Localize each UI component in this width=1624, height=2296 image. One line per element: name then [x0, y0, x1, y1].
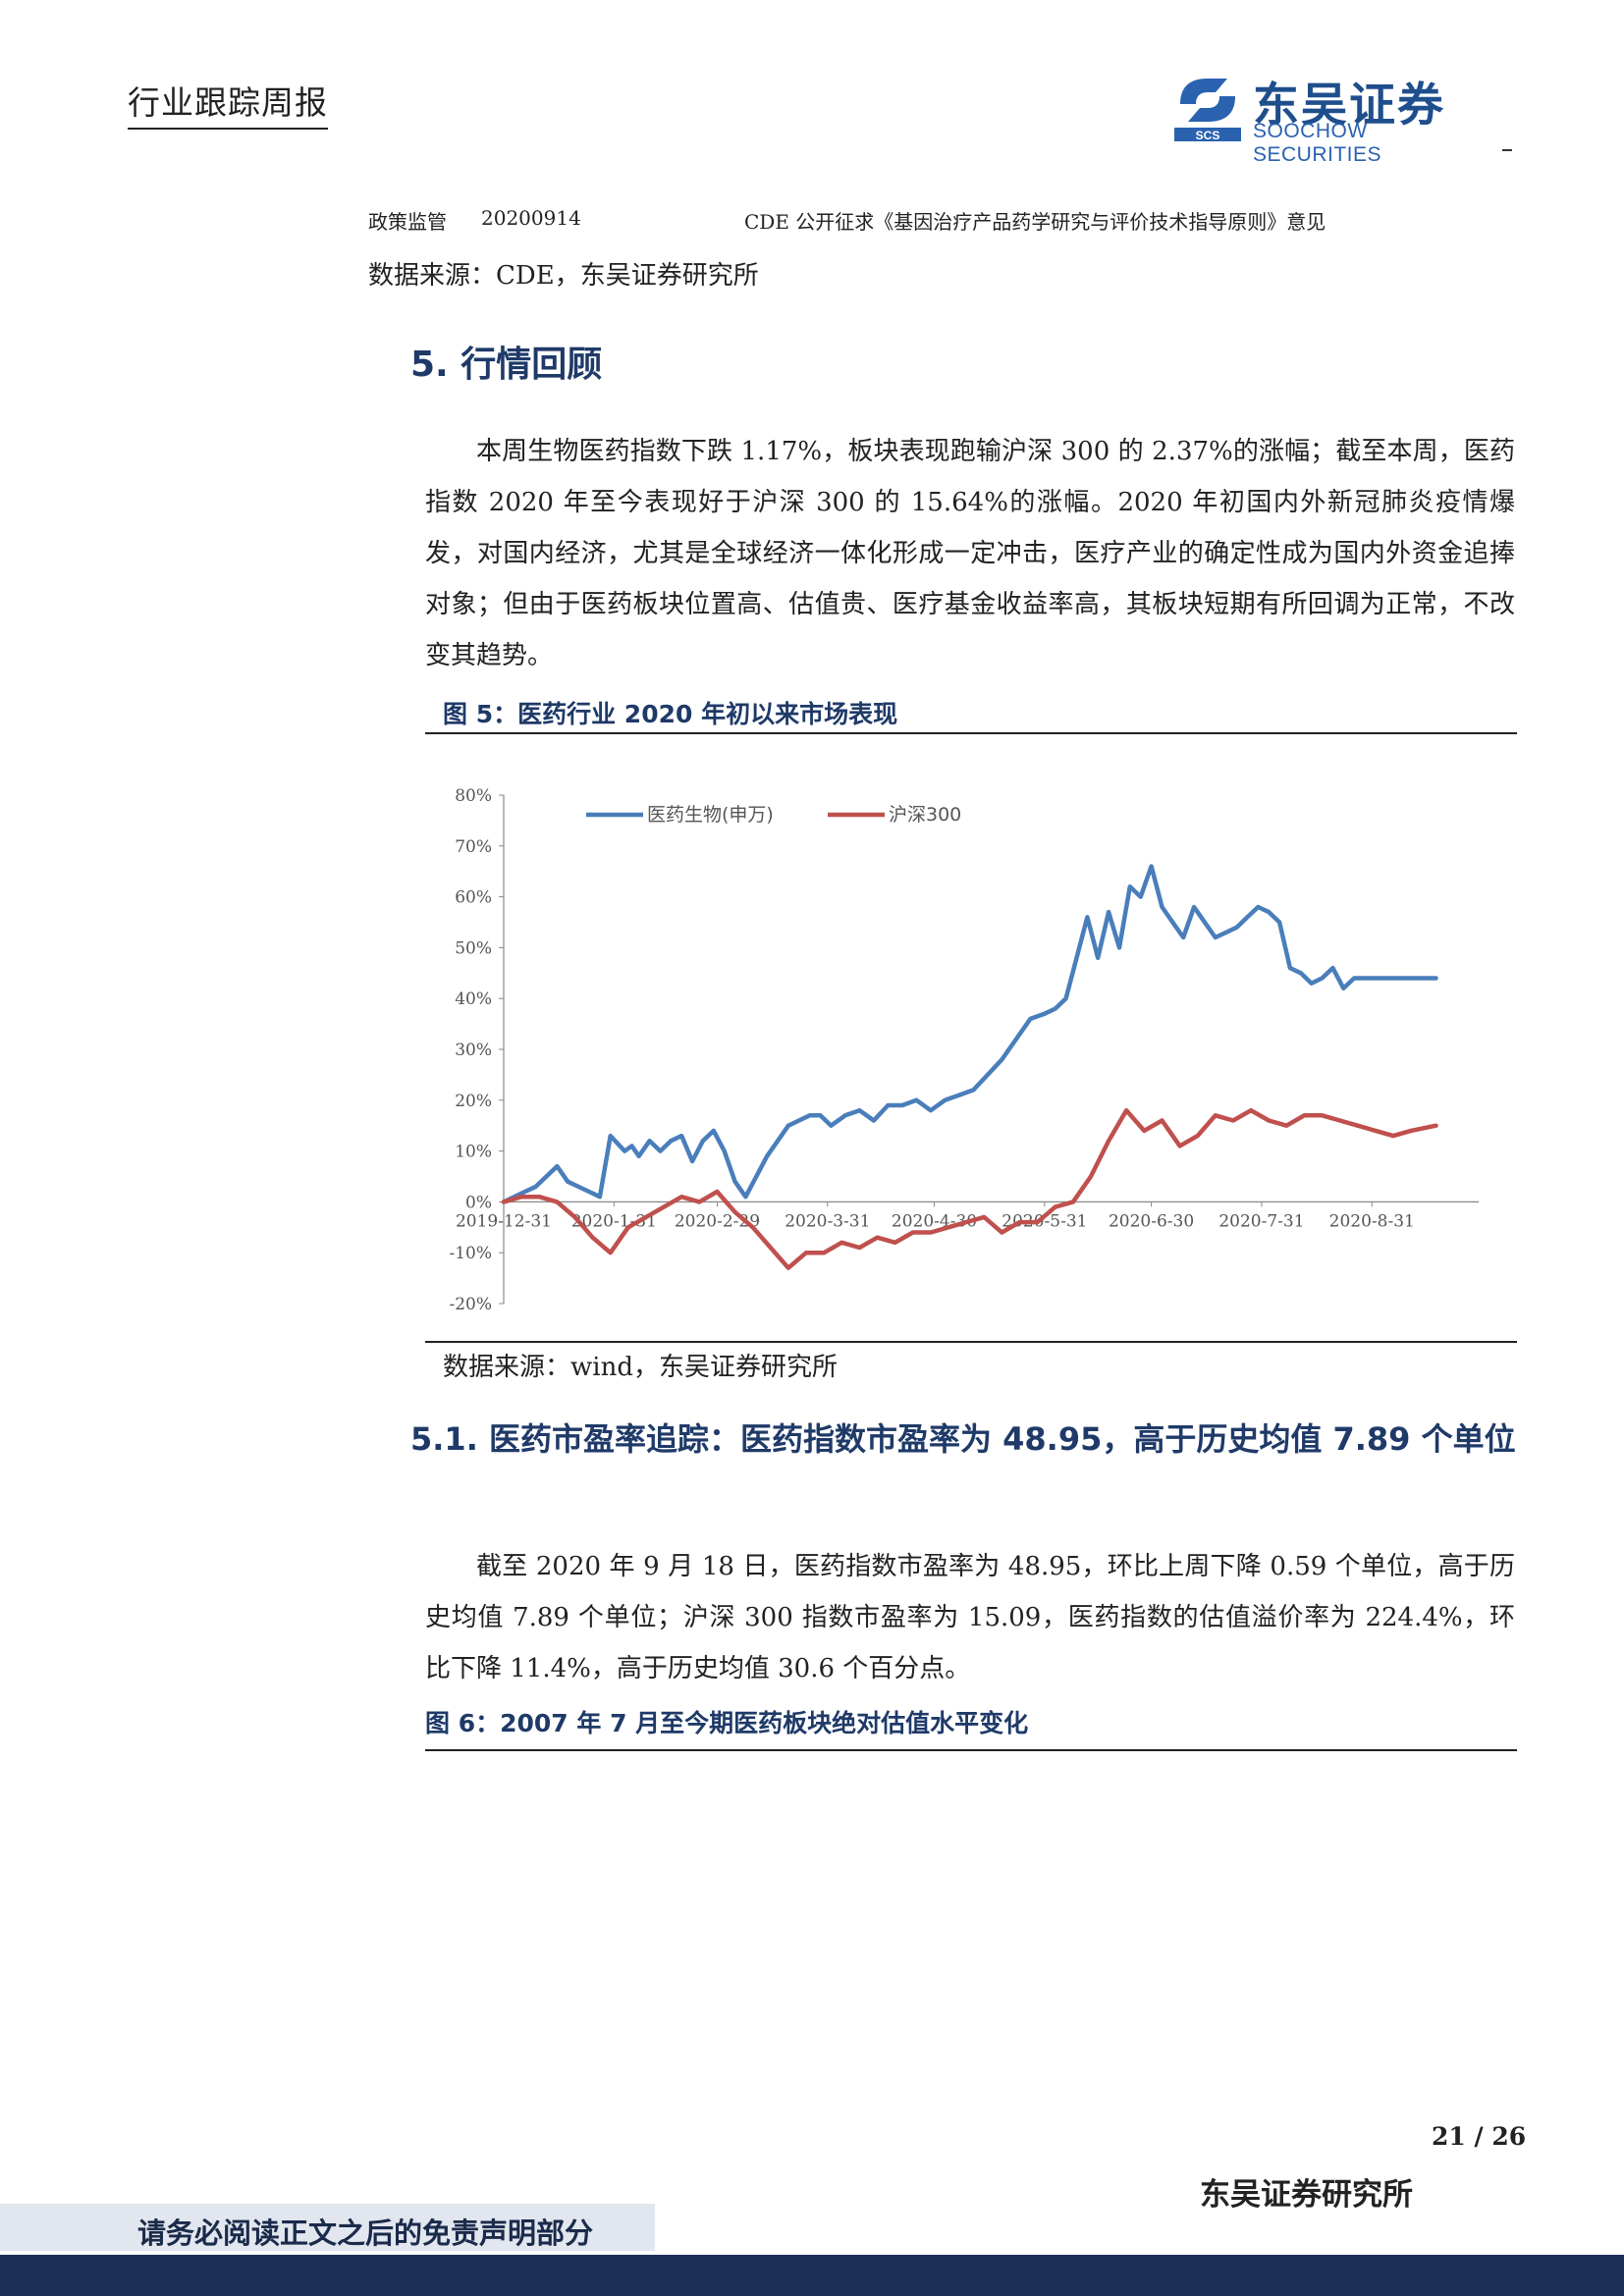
series-line-1 [501, 1107, 1438, 1270]
section-5-1-title: 5.1. 医药市盈率追踪：医药指数市盈率为 48.95，高于历史均值 7.89 … [410, 1420, 1516, 1458]
logo: SCS 东吴证券 SOOCHOW SECURITIES [1168, 71, 1502, 166]
logo-en: SOOCHOW SECURITIES [1253, 120, 1382, 166]
report-type: 行业跟踪周报 [128, 77, 328, 130]
y-tick-label: -10% [449, 1244, 492, 1263]
x-tick-label: 2020-8-31 [1329, 1211, 1415, 1231]
x-tick-label: 2020-3-31 [785, 1211, 870, 1231]
section-5-title: 5. 行情回顾 [410, 345, 603, 385]
table-source: 数据来源：CDE，东吴证券研究所 [368, 261, 759, 291]
logo-abbr: SCS [1196, 129, 1220, 142]
y-tick-label: 80% [455, 786, 492, 806]
y-tick-label: 20% [455, 1092, 492, 1111]
y-tick-label: -20% [449, 1295, 492, 1314]
figure-6-top-rule [425, 1749, 1517, 1751]
y-tick-label: 30% [455, 1041, 492, 1060]
section-5-paragraph: 本周生物医药指数下跌 1.17%，板块表现跑输沪深 300 的 2.37%的涨幅… [425, 426, 1515, 681]
figure-5-caption: 图 5：医药行业 2020 年初以来市场表现 [443, 700, 898, 728]
disclaimer-box [0, 2204, 655, 2251]
x-tick-label: 2020-1-31 [571, 1211, 657, 1231]
x-tick-label: 2020-7-31 [1218, 1211, 1304, 1231]
policy-date: 20200914 [481, 206, 581, 230]
page-number: 21 / 26 [1432, 2122, 1527, 2151]
figure-5-bottom-rule [425, 1341, 1517, 1343]
section-5-text: 本周生物医药指数下跌 1.17%，板块表现跑输沪深 300 的 2.37%的涨幅… [425, 437, 1515, 670]
header-dash [1502, 149, 1512, 151]
logo-mark-icon: SCS [1174, 79, 1241, 142]
x-tick-label: 2020-6-30 [1109, 1211, 1194, 1231]
figure-5-chart: 80% 70% 60% 50% 40% 30% 20% 10% 0% -10% -20% 2019-… [425, 764, 1517, 1338]
legend-label-0: 医药生物(申万) [647, 804, 774, 826]
figure-5-top-rule [425, 732, 1517, 734]
legend-label-1: 沪深300 [889, 804, 961, 826]
y-tick-label: 60% [455, 888, 492, 908]
logo-name: 东吴证券 [1253, 79, 1445, 133]
y-tick-label: 10% [455, 1143, 492, 1162]
x-tick-label: 2020-5-31 [1001, 1211, 1087, 1231]
policy-title: CDE 公开征求《基因治疗产品药学研究与评价技术指导原则》意见 [744, 210, 1326, 234]
policy-category: 政策监管 [368, 210, 447, 234]
market-performance-chart: 80%70%60%50%40%30%20%10%0%-10%-20% 2019-… [449, 786, 1479, 1314]
disclaimer-text: 请务必阅读正文之后的免责声明部分 [137, 2216, 594, 2250]
y-tick-label: 70% [455, 837, 492, 857]
figure-6-caption: 图 6：2007 年 7 月至今期医药板块绝对估值水平变化 [425, 1709, 1029, 1737]
figure-5-source: 数据来源：wind，东吴证券研究所 [443, 1353, 838, 1382]
series-line-0 [501, 864, 1438, 1204]
bottom-bar [0, 2255, 1624, 2296]
y-tick-label: 40% [455, 989, 492, 1009]
y-tick-label: 0% [465, 1193, 492, 1212]
y-tick-label: 50% [455, 938, 492, 958]
section-5-1-text: 截至 2020 年 9 月 18 日，医药指数市盈率为 48.95，环比上周下降… [425, 1552, 1515, 1683]
section-5-1-paragraph: 截至 2020 年 9 月 18 日，医药指数市盈率为 48.95，环比上周下降… [425, 1541, 1515, 1694]
footer-institute: 东吴证券研究所 [1200, 2177, 1413, 2213]
